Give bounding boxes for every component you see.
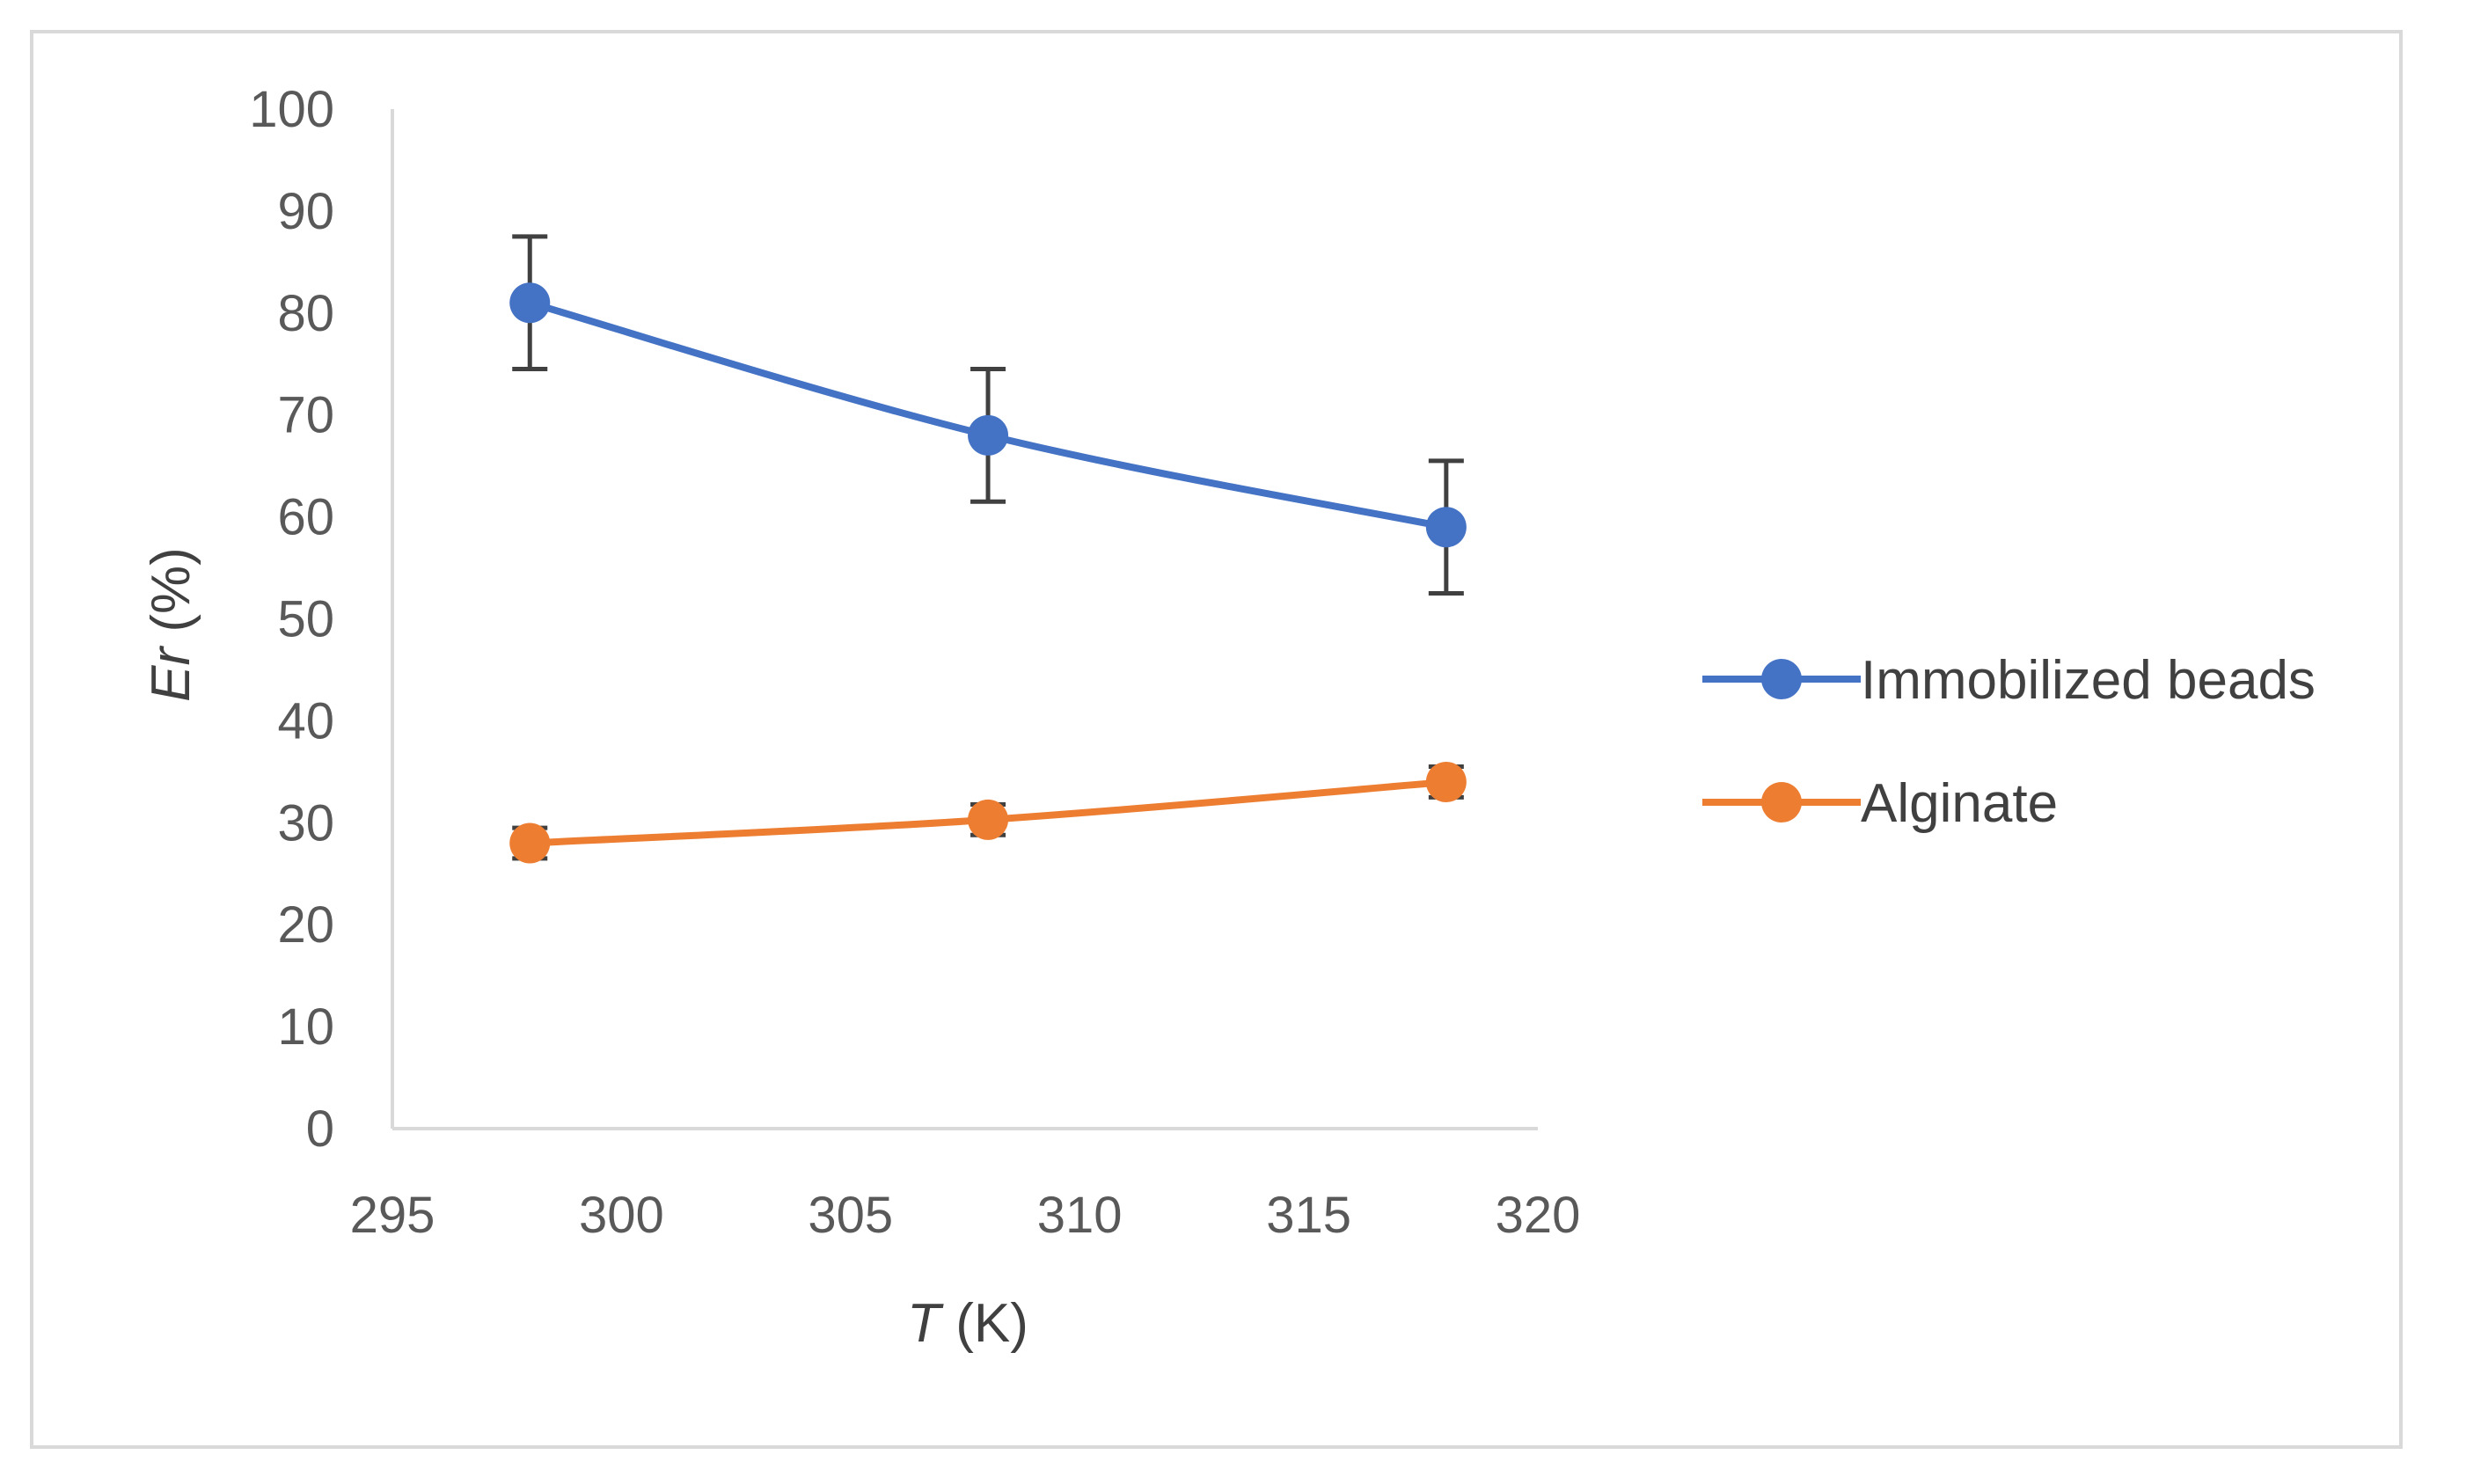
x-tick-label: 320: [1496, 1187, 1581, 1244]
y-tick-label: 0: [306, 1100, 334, 1158]
x-tick-label: 305: [808, 1187, 893, 1244]
legend: Immobilized beads Alginate: [1702, 650, 2316, 834]
y-axis-symbol: Er: [141, 645, 201, 701]
chart-frame: [30, 30, 2403, 1449]
x-axis-ticks: 295 300 305 310 315 320: [350, 1187, 1581, 1244]
x-axis-title: T (K): [907, 1293, 1028, 1354]
y-axis-unit: (%): [141, 547, 201, 647]
x-tick-label: 300: [579, 1187, 664, 1244]
legend-marker: [1761, 659, 1802, 699]
data-point: [1425, 507, 1467, 548]
legend-item-immobilized-beads: Immobilized beads: [1702, 650, 2316, 711]
data-point: [968, 414, 1009, 456]
series-alginate: [509, 761, 1467, 864]
legend-label: Alginate: [1861, 773, 2058, 834]
series-immobilized-beads: [509, 234, 1467, 596]
y-tick-label: 30: [277, 794, 334, 852]
legend-marker: [1761, 782, 1802, 822]
x-axis-unit: (K): [940, 1293, 1028, 1354]
y-axis-ticks: 0 10 20 30 40 50 60 70 80 90 100: [249, 81, 334, 1158]
x-tick-label: 310: [1037, 1187, 1123, 1244]
x-tick-label: 315: [1266, 1187, 1351, 1244]
data-point: [968, 799, 1009, 840]
legend-item-alginate: Alginate: [1702, 773, 2058, 834]
y-tick-label: 70: [277, 387, 334, 444]
legend-label: Immobilized beads: [1861, 650, 2316, 711]
y-tick-label: 80: [277, 285, 334, 342]
y-tick-label: 50: [277, 591, 334, 648]
y-tick-label: 20: [277, 896, 334, 954]
y-tick-label: 40: [277, 692, 334, 749]
data-point: [509, 282, 551, 324]
series-layer: [509, 234, 1467, 864]
y-tick-label: 90: [277, 183, 334, 240]
y-tick-label: 10: [277, 998, 334, 1056]
y-tick-label: 100: [249, 81, 334, 138]
data-point: [1425, 761, 1467, 802]
data-point: [509, 822, 551, 864]
y-axis-title: Er (%): [141, 547, 201, 702]
x-tick-label: 295: [350, 1187, 435, 1244]
y-tick-label: 60: [277, 489, 334, 546]
x-axis-symbol: T: [907, 1293, 944, 1354]
